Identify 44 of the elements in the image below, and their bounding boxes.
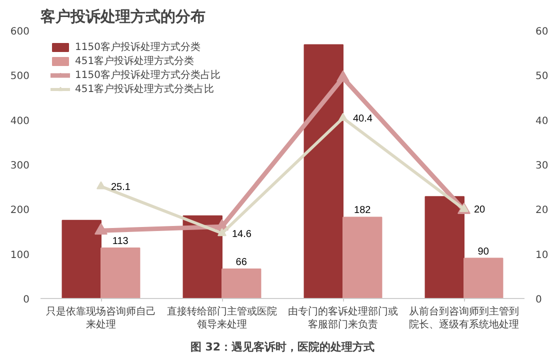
x-tick-label: 从前台到咨询师到主管到院长、逐级有系统地处理 (409, 306, 519, 331)
y2-tick-label: 60 (536, 26, 548, 38)
y2-tick-label: 50 (536, 71, 548, 82)
y-tick-label: 500 (10, 71, 30, 82)
bar (222, 268, 262, 298)
data-label: 14.6 (232, 228, 252, 240)
legend-label: 451客户投诉处理方式分类 (75, 54, 194, 68)
y2-tick-label: 30 (536, 160, 548, 172)
y2-tick-label: 0 (536, 294, 542, 306)
x-tick-label: 由专门的客诉处理部门或客服部门来负责 (288, 306, 398, 331)
bar (62, 220, 102, 298)
y2-tick-label: 10 (536, 250, 548, 261)
y2-tick-label: 20 (536, 205, 548, 216)
point (94, 223, 108, 235)
data-label: 25.1 (111, 182, 131, 193)
y-tick-label: 200 (10, 205, 30, 216)
point (96, 181, 106, 190)
bar (304, 44, 344, 298)
data-label: 20 (474, 204, 486, 216)
point (336, 70, 350, 82)
x-tick-label: 只是依靠现场咨询师自己来处理 (46, 306, 156, 331)
legend-label: 1150客户投诉处理方式分类 (75, 40, 200, 54)
y-tick-label: 300 (10, 160, 30, 172)
x-tick-label: 直接转给部门主管或医院领导来处理 (167, 306, 277, 331)
bar (100, 248, 140, 298)
legend-label: 451客户投诉处理方式分类占比 (75, 82, 214, 96)
bar (342, 216, 382, 298)
y-tick-label: 100 (10, 250, 30, 261)
legend-label: 1150客户投诉处理方式分类占比 (75, 68, 220, 82)
data-label: 90 (478, 246, 490, 258)
bar (464, 258, 504, 298)
y-tick-label: 400 (10, 116, 30, 127)
data-label: 113 (112, 236, 129, 248)
data-label: 66 (236, 257, 248, 268)
bar (424, 196, 464, 298)
data-label: 40.4 (353, 114, 373, 125)
point (338, 112, 348, 121)
y-tick-label: 0 (23, 294, 30, 306)
point (218, 228, 226, 236)
data-label: 182 (354, 205, 372, 216)
y2-tick-label: 40 (536, 116, 548, 127)
y-tick-label: 600 (10, 26, 30, 38)
caption: 图 32：遇见客诉时，医院的处理方式 (190, 340, 375, 354)
chart-title: 客户投诉处理方式的分布 (40, 8, 206, 26)
